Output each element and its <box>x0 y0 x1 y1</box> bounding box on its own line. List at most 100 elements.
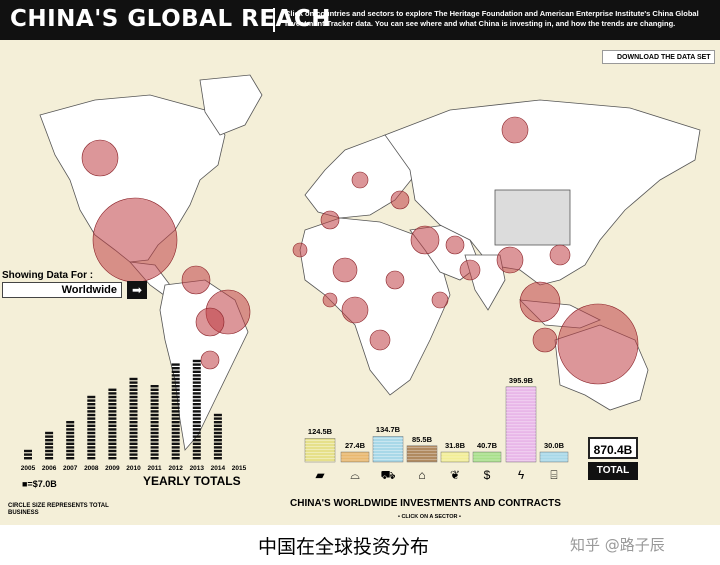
year-bar-block[interactable] <box>150 435 159 438</box>
sector-bar-chemicals[interactable] <box>539 451 569 463</box>
year-bar-block[interactable] <box>213 453 222 456</box>
year-bar-block[interactable] <box>171 374 180 377</box>
year-bar-block[interactable] <box>108 417 117 420</box>
sector-bar-real-estate[interactable] <box>406 445 438 463</box>
year-bar-block[interactable] <box>171 428 180 431</box>
year-bar-block[interactable] <box>192 431 201 435</box>
year-bar-block[interactable] <box>45 435 54 438</box>
year-label[interactable]: 2008 <box>84 465 99 472</box>
year-bar-block[interactable] <box>171 363 180 366</box>
investment-circle[interactable] <box>390 190 410 210</box>
year-bar-block[interactable] <box>66 435 75 438</box>
year-bar-block[interactable] <box>129 421 138 424</box>
year-bar-block[interactable] <box>129 410 138 413</box>
year-bar-block[interactable] <box>45 457 54 460</box>
dollar-icon[interactable]: $ <box>483 468 491 482</box>
sector-bar-agriculture[interactable] <box>340 451 370 463</box>
year-bar-block[interactable] <box>87 449 96 453</box>
year-bar-block[interactable] <box>150 406 159 409</box>
year-label[interactable]: 2010 <box>126 465 141 472</box>
investment-circle[interactable] <box>496 246 524 274</box>
year-bar-block[interactable] <box>150 417 159 420</box>
year-bar-block[interactable] <box>171 403 180 406</box>
year-bar-block[interactable] <box>171 410 180 413</box>
investment-circle[interactable] <box>332 257 358 283</box>
investment-circle[interactable] <box>431 291 449 309</box>
year-bar-block[interactable] <box>192 449 201 453</box>
year-bar-block[interactable] <box>213 442 222 445</box>
year-bar-block[interactable] <box>45 453 54 456</box>
year-bar-block[interactable] <box>192 428 201 431</box>
year-label[interactable]: 2005 <box>20 465 36 472</box>
year-bar-block[interactable] <box>24 453 32 456</box>
year-bar-block[interactable] <box>87 399 96 402</box>
year-label[interactable]: 2009 <box>105 465 120 472</box>
investment-circle[interactable] <box>81 139 119 177</box>
year-bar-block[interactable] <box>171 413 180 417</box>
year-bar-block[interactable] <box>150 442 159 445</box>
year-bar-block[interactable] <box>87 453 96 456</box>
year-bar-block[interactable] <box>129 457 138 460</box>
year-bar-block[interactable] <box>150 395 159 399</box>
year-bar-block[interactable] <box>213 446 222 449</box>
year-bar-block[interactable] <box>87 446 96 449</box>
year-bar-block[interactable] <box>171 431 180 435</box>
year-bar-block[interactable] <box>150 431 159 435</box>
year-bar-block[interactable] <box>66 424 75 427</box>
sector-bar-energy[interactable] <box>505 386 537 463</box>
year-bar-block[interactable] <box>87 406 96 409</box>
year-bar-block[interactable] <box>45 439 54 442</box>
year-bar-block[interactable] <box>192 359 201 363</box>
year-bar-block[interactable] <box>66 442 75 445</box>
year-bar-block[interactable] <box>192 457 201 460</box>
investment-circle[interactable] <box>385 270 405 290</box>
year-bar-block[interactable] <box>129 435 138 438</box>
year-bar-block[interactable] <box>213 431 222 435</box>
year-bar-block[interactable] <box>213 417 222 420</box>
investment-circle[interactable] <box>181 265 211 295</box>
factory-icon[interactable]: ⌸ <box>550 468 558 482</box>
year-bar-block[interactable] <box>45 431 54 435</box>
year-bar-block[interactable] <box>108 421 117 424</box>
year-label[interactable]: 2013 <box>189 465 205 472</box>
year-bar-block[interactable] <box>45 449 54 453</box>
year-bar-block[interactable] <box>108 446 117 449</box>
year-bar-block[interactable] <box>66 439 75 442</box>
year-bar-block[interactable] <box>192 388 201 391</box>
year-bar-block[interactable] <box>108 424 117 427</box>
sector-bar-metals[interactable] <box>304 438 336 463</box>
year-bar-block[interactable] <box>192 399 201 402</box>
year-label[interactable]: 2007 <box>62 465 78 472</box>
year-bar-block[interactable] <box>108 388 117 391</box>
year-bar-block[interactable] <box>150 413 159 417</box>
year-bar-block[interactable] <box>108 449 117 453</box>
year-bar-block[interactable] <box>171 417 180 420</box>
year-bar-block[interactable] <box>129 406 138 409</box>
year-bar-block[interactable] <box>66 421 75 424</box>
year-bar-block[interactable] <box>192 439 201 442</box>
year-bar-block[interactable] <box>66 457 75 460</box>
year-bar-block[interactable] <box>87 428 96 431</box>
year-bar-block[interactable] <box>171 370 180 373</box>
year-bar-block[interactable] <box>171 442 180 445</box>
year-bar-block[interactable] <box>150 424 159 427</box>
year-bar-block[interactable] <box>129 442 138 445</box>
year-bar-block[interactable] <box>129 388 138 391</box>
year-bar-block[interactable] <box>150 385 159 388</box>
year-bar-block[interactable] <box>192 406 201 409</box>
investment-circle[interactable] <box>322 292 338 308</box>
year-bar-block[interactable] <box>129 424 138 427</box>
year-label[interactable]: 2011 <box>147 465 162 472</box>
investment-circle[interactable] <box>410 225 440 255</box>
year-bar-block[interactable] <box>129 413 138 417</box>
year-bar-block[interactable] <box>213 424 222 427</box>
year-bar-block[interactable] <box>150 457 159 460</box>
investment-circle[interactable] <box>532 327 558 353</box>
year-bar-block[interactable] <box>171 435 180 438</box>
year-bar-block[interactable] <box>129 395 138 399</box>
year-bar-block[interactable] <box>213 457 222 460</box>
year-bar-block[interactable] <box>150 446 159 449</box>
year-bar-block[interactable] <box>171 395 180 399</box>
year-bar-block[interactable] <box>171 377 180 381</box>
year-bar-block[interactable] <box>108 410 117 413</box>
